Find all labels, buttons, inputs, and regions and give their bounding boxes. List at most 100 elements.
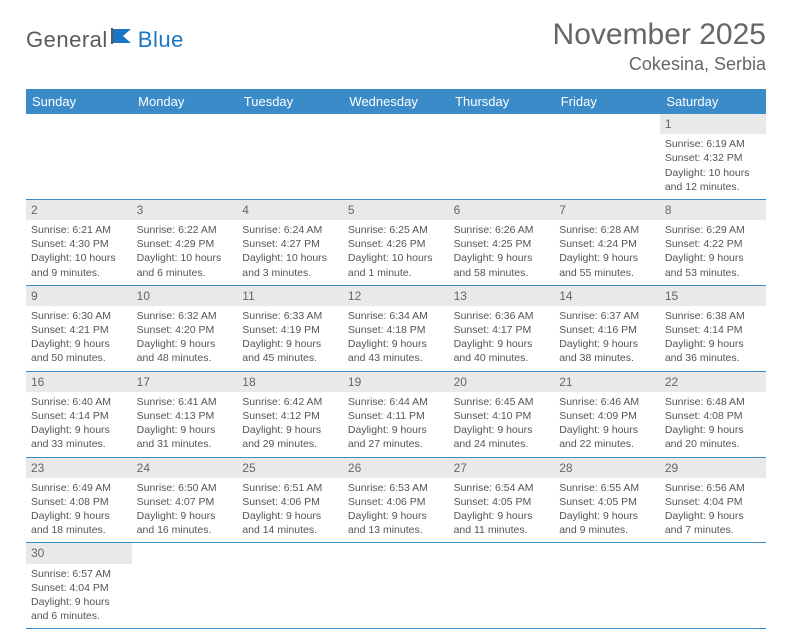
cell-line-d1: Daylight: 9 hours xyxy=(137,337,233,351)
calendar-cell xyxy=(449,543,555,629)
cell-line-d2: and 50 minutes. xyxy=(31,351,127,365)
location: Cokesina, Serbia xyxy=(553,54,766,75)
calendar-cell: 7Sunrise: 6:28 AMSunset: 4:24 PMDaylight… xyxy=(554,199,660,285)
logo-word1: General xyxy=(26,27,108,53)
cell-line-ss: Sunset: 4:29 PM xyxy=(137,237,233,251)
cell-line-ss: Sunset: 4:21 PM xyxy=(31,323,127,337)
cell-line-sr: Sunrise: 6:46 AM xyxy=(559,395,655,409)
cell-line-d2: and 38 minutes. xyxy=(559,351,655,365)
calendar-row: 30 Sunrise: 6:57 AMSunset: 4:04 PMDayligh… xyxy=(26,543,766,629)
day-number: 12 xyxy=(343,286,449,306)
logo-word2: Blue xyxy=(138,27,184,53)
cell-line-d1: Daylight: 9 hours xyxy=(137,423,233,437)
cell-line-d1: Daylight: 9 hours xyxy=(31,509,127,523)
day-number: 18 xyxy=(237,372,343,392)
cell-line-d2: and 24 minutes. xyxy=(454,437,550,451)
cell-line-ss: Sunset: 4:18 PM xyxy=(348,323,444,337)
cell-line-sr: Sunrise: 6:49 AM xyxy=(31,481,127,495)
day-number: 2 xyxy=(26,200,132,220)
cell-line-d1: Daylight: 9 hours xyxy=(454,251,550,265)
day-header-row: SundayMondayTuesdayWednesdayThursdayFrid… xyxy=(26,89,766,114)
calendar-cell: 21Sunrise: 6:46 AMSunset: 4:09 PMDayligh… xyxy=(554,371,660,457)
cell-line-d2: and 27 minutes. xyxy=(348,437,444,451)
cell-line-sr: Sunrise: 6:22 AM xyxy=(137,223,233,237)
calendar-cell: 28Sunrise: 6:55 AMSunset: 4:05 PMDayligh… xyxy=(554,457,660,543)
cell-line-ss: Sunset: 4:26 PM xyxy=(348,237,444,251)
cell-line-d1: Daylight: 9 hours xyxy=(348,509,444,523)
cell-line-d2: and 6 minutes. xyxy=(31,609,127,623)
cell-line-ss: Sunset: 4:27 PM xyxy=(242,237,338,251)
cell-line-ss: Sunset: 4:08 PM xyxy=(31,495,127,509)
calendar-cell: 24Sunrise: 6:50 AMSunset: 4:07 PMDayligh… xyxy=(132,457,238,543)
calendar-cell: 2 Sunrise: 6:21 AMSunset: 4:30 PMDaylight… xyxy=(26,199,132,285)
cell-line-ss: Sunset: 4:06 PM xyxy=(242,495,338,509)
cell-line-d1: Daylight: 9 hours xyxy=(242,423,338,437)
cell-line-sr: Sunrise: 6:21 AM xyxy=(31,223,127,237)
calendar-cell: 22Sunrise: 6:48 AMSunset: 4:08 PMDayligh… xyxy=(660,371,766,457)
calendar-cell: 9Sunrise: 6:30 AMSunset: 4:21 PMDaylight… xyxy=(26,285,132,371)
calendar-cell: 12Sunrise: 6:34 AMSunset: 4:18 PMDayligh… xyxy=(343,285,449,371)
day-number: 14 xyxy=(554,286,660,306)
day-header: Wednesday xyxy=(343,89,449,114)
cell-line-d1: Daylight: 9 hours xyxy=(454,337,550,351)
calendar-cell xyxy=(343,114,449,199)
cell-line-d2: and 20 minutes. xyxy=(665,437,761,451)
cell-line-ss: Sunset: 4:24 PM xyxy=(559,237,655,251)
cell-line-d2: and 22 minutes. xyxy=(559,437,655,451)
cell-line-d1: Daylight: 9 hours xyxy=(665,251,761,265)
calendar-row: 2Sunrise: 6:21 AMSunset: 4:30 PMDaylight… xyxy=(26,199,766,285)
calendar-row: 16Sunrise: 6:40 AMSunset: 4:14 PMDayligh… xyxy=(26,371,766,457)
cell-line-ss: Sunset: 4:30 PM xyxy=(31,237,127,251)
cell-line-sr: Sunrise: 6:50 AM xyxy=(137,481,233,495)
cell-line-sr: Sunrise: 6:55 AM xyxy=(559,481,655,495)
cell-line-d2: and 13 minutes. xyxy=(348,523,444,537)
cell-line-ss: Sunset: 4:08 PM xyxy=(665,409,761,423)
cell-line-ss: Sunset: 4:04 PM xyxy=(31,581,127,595)
day-number: 8 xyxy=(660,200,766,220)
day-number: 20 xyxy=(449,372,555,392)
cell-line-d2: and 43 minutes. xyxy=(348,351,444,365)
cell-line-sr: Sunrise: 6:38 AM xyxy=(665,309,761,323)
cell-line-d2: and 55 minutes. xyxy=(559,266,655,280)
calendar-cell: 13Sunrise: 6:36 AMSunset: 4:17 PMDayligh… xyxy=(449,285,555,371)
calendar-cell: 23Sunrise: 6:49 AMSunset: 4:08 PMDayligh… xyxy=(26,457,132,543)
calendar-cell xyxy=(132,114,238,199)
cell-line-ss: Sunset: 4:16 PM xyxy=(559,323,655,337)
cell-line-ss: Sunset: 4:05 PM xyxy=(559,495,655,509)
cell-line-ss: Sunset: 4:13 PM xyxy=(137,409,233,423)
cell-line-d1: Daylight: 9 hours xyxy=(559,337,655,351)
calendar-cell xyxy=(554,114,660,199)
cell-line-d2: and 36 minutes. xyxy=(665,351,761,365)
cell-line-ss: Sunset: 4:07 PM xyxy=(137,495,233,509)
cell-line-d1: Daylight: 9 hours xyxy=(665,337,761,351)
calendar-cell xyxy=(449,114,555,199)
calendar-cell xyxy=(132,543,238,629)
calendar-cell: 6Sunrise: 6:26 AMSunset: 4:25 PMDaylight… xyxy=(449,199,555,285)
day-header: Tuesday xyxy=(237,89,343,114)
cell-line-ss: Sunset: 4:19 PM xyxy=(242,323,338,337)
calendar-cell xyxy=(554,543,660,629)
day-number: 16 xyxy=(26,372,132,392)
cell-line-sr: Sunrise: 6:25 AM xyxy=(348,223,444,237)
cell-line-d1: Daylight: 9 hours xyxy=(31,423,127,437)
day-number: 30 xyxy=(26,543,132,563)
cell-line-d1: Daylight: 9 hours xyxy=(31,595,127,609)
cell-line-ss: Sunset: 4:04 PM xyxy=(665,495,761,509)
day-number: 3 xyxy=(132,200,238,220)
cell-line-sr: Sunrise: 6:40 AM xyxy=(31,395,127,409)
calendar-cell xyxy=(660,543,766,629)
day-number: 6 xyxy=(449,200,555,220)
cell-line-sr: Sunrise: 6:29 AM xyxy=(665,223,761,237)
cell-line-d2: and 48 minutes. xyxy=(137,351,233,365)
day-number: 26 xyxy=(343,458,449,478)
day-number: 5 xyxy=(343,200,449,220)
calendar-row: 1Sunrise: 6:19 AMSunset: 4:32 PMDaylight… xyxy=(26,114,766,199)
cell-line-d1: Daylight: 9 hours xyxy=(348,337,444,351)
cell-line-d1: Daylight: 10 hours xyxy=(31,251,127,265)
cell-line-sr: Sunrise: 6:57 AM xyxy=(31,567,127,581)
calendar-cell xyxy=(237,543,343,629)
cell-line-d1: Daylight: 9 hours xyxy=(348,423,444,437)
cell-line-d1: Daylight: 10 hours xyxy=(665,166,761,180)
cell-line-d1: Daylight: 9 hours xyxy=(242,337,338,351)
calendar-cell: 29Sunrise: 6:56 AMSunset: 4:04 PMDayligh… xyxy=(660,457,766,543)
